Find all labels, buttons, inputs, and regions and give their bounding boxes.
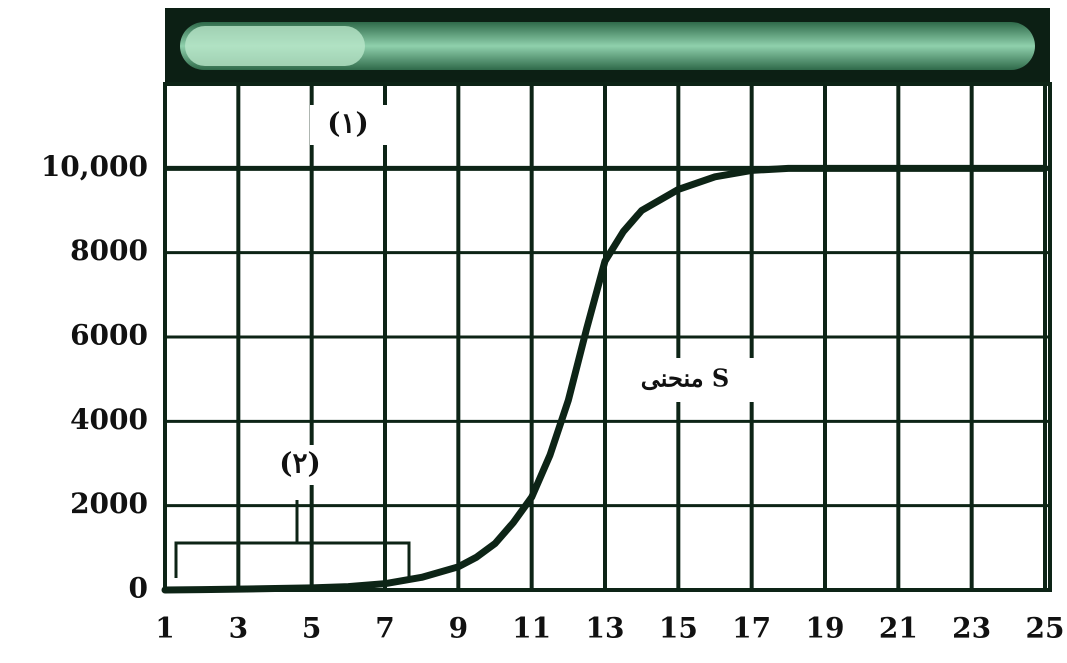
y-tick-label: 0 [129,572,148,605]
chart: (١) (٢) منحنى S 0 2000 4000 6000 8000 10,000 1… [0,0,1067,659]
x-tick-label: 5 [302,612,321,645]
x-tick-label: 1 [155,612,174,645]
annotation: منحنى S [641,364,730,393]
annotation: (٢) [279,447,321,480]
y-tick-label: 6000 [70,319,148,352]
x-tick-label: 19 [806,612,845,645]
y-tick-label: 10,000 [41,150,148,183]
x-tick-label: 15 [659,612,698,645]
x-tick-label: 17 [732,612,771,645]
x-tick-label: 7 [375,612,394,645]
bracket [176,500,409,578]
annotation: (١) [327,107,369,140]
x-tick-label: 21 [879,612,918,645]
x-tick-label: 25 [1026,612,1065,645]
x-tick-label: 13 [586,612,625,645]
y-tick-label: 4000 [70,403,148,436]
x-tick-label: 11 [512,612,551,645]
header-highlight [185,26,365,66]
x-tick-label: 9 [449,612,468,645]
y-tick-label: 2000 [70,487,148,520]
x-tick-label: 23 [952,612,991,645]
x-tick-label: 3 [229,612,248,645]
y-tick-label: 8000 [70,234,148,267]
